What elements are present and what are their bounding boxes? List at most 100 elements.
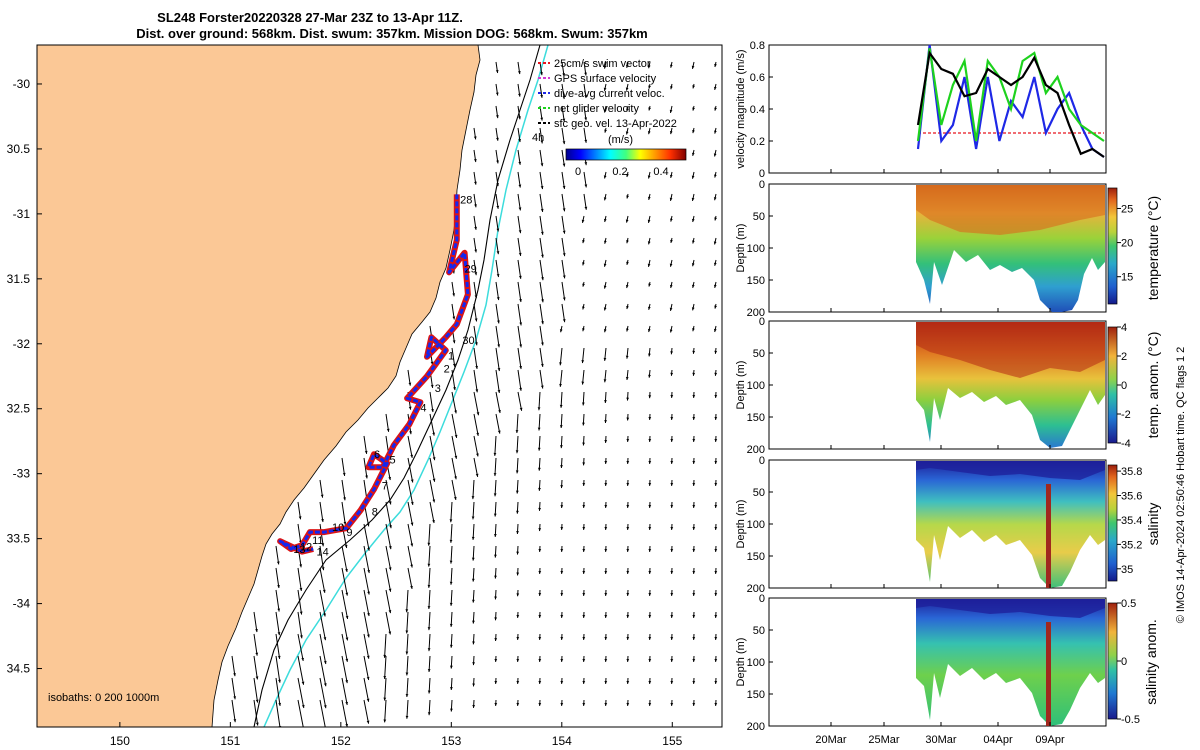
panel-ytick-label: 100: [747, 380, 765, 392]
day-label: 29: [465, 263, 477, 275]
salinity-flagged-profile: [1046, 484, 1051, 588]
time-tick-label: 04Apr: [983, 734, 1013, 746]
side-panels: 0 0.2 0.4 0.6 0.8 velocity magnitude (m/s) 0…: [735, 40, 1187, 746]
day-label: 6: [374, 449, 380, 461]
salinity-anomaly-ylabel: Depth (m): [735, 638, 747, 687]
panel-ytick-label: 200: [747, 721, 765, 733]
map-ytick-label: -30: [13, 77, 31, 91]
time-tick-label: 20Mar: [815, 734, 847, 746]
legend-label-2: dive-avg current veloc.: [554, 88, 665, 100]
panel-ytick-label: 0.4: [750, 104, 765, 116]
day-label: 1: [448, 350, 454, 362]
panel-ytick-label: 50: [753, 211, 765, 223]
cbar-tick-label: 35.8: [1121, 466, 1142, 478]
salinity-anomaly-flagged-profile: [1046, 622, 1051, 726]
map-xtick-label: 153: [441, 734, 461, 748]
day-label: 5: [389, 454, 395, 466]
map-xtick-label: 152: [331, 734, 351, 748]
panel-ytick-label: 0: [759, 316, 765, 328]
panel-ytick-label: 0: [759, 179, 765, 191]
panel-ytick-label: 100: [747, 657, 765, 669]
panel-ytick-label: 0.8: [750, 40, 765, 52]
salinity-colorbar-ticks: 35.835.635.435.235: [1117, 466, 1142, 576]
colorbar-title: (m/s): [608, 134, 633, 146]
day-label: 3: [435, 383, 441, 395]
current-vector-head: [302, 728, 305, 731]
map-ytick-label: 34.5: [7, 662, 31, 676]
cbar-tick-label: 20: [1121, 238, 1133, 250]
map-panel: 28293012345678910111213 14 150 151 152 153 15…: [7, 45, 722, 748]
day-label: 30: [462, 335, 474, 347]
panel-ytick-label: 0.6: [750, 72, 765, 84]
day-label: 7: [382, 480, 388, 492]
map-ytick-label: 32.5: [7, 402, 31, 416]
day-label: 13: [293, 544, 305, 556]
map-xtick-label: 150: [110, 734, 130, 748]
temp-anomaly-cbar-label: temp. anom. (°C): [1145, 332, 1161, 439]
figure: SL248 Forster20220328 27-Mar 23Z to 13-A…: [0, 0, 1200, 750]
cbar-tick-label: -2: [1121, 409, 1131, 421]
cbar-tick-label: 25: [1121, 203, 1133, 215]
panel-ytick-label: 50: [753, 625, 765, 637]
velocity-ylabel: velocity magnitude (m/s): [735, 49, 747, 168]
temperature-colorbar: [1108, 188, 1117, 304]
salinity-cbar-label: salinity: [1145, 503, 1161, 546]
day-label: 2: [444, 363, 450, 375]
temp-anomaly-ylabel: Depth (m): [735, 361, 747, 410]
temp-anomaly-colorbar-ticks: 420-2-4: [1117, 322, 1131, 450]
cbar-tick-label: 0: [1121, 656, 1127, 668]
cbar-tick-label: 15: [1121, 272, 1133, 284]
time-tick-label: 25Mar: [868, 734, 900, 746]
temperature-panel: 050100150200 Depth (m) 252015 temperatur…: [735, 179, 1161, 319]
day-label: 10: [332, 522, 344, 534]
panel-ytick-label: 150: [747, 275, 765, 287]
panel-ytick-label: 150: [747, 551, 765, 563]
day-label: 14: [317, 547, 329, 559]
panel-ytick-label: 100: [747, 519, 765, 531]
day-label: 11: [312, 535, 323, 547]
panel-ytick-label: 50: [753, 348, 765, 360]
cbar-tick-label: 35.6: [1121, 491, 1142, 503]
salinity-anomaly-colorbar: [1108, 603, 1117, 719]
colorbar-tick-0: 0: [575, 166, 581, 178]
colorbar-tick-1: 0.2: [612, 166, 627, 178]
temp-anomaly-colorbar: [1108, 327, 1117, 443]
copyright-footer: © IMOS 14-Apr-2024 02:50:46 Hobart time.…: [1175, 347, 1187, 624]
map-ytick-label: -32: [13, 337, 31, 351]
salinity-anomaly-colorbar-ticks: 0.5 0 -0.5: [1117, 598, 1140, 726]
cbar-tick-label: 2: [1121, 351, 1127, 363]
panel-ytick-label: 150: [747, 412, 765, 424]
current-vector-head: [278, 726, 281, 729]
panel-ytick-label: 0: [759, 593, 765, 605]
temp-anomaly-panel: 050100150200 Depth (m) 420-2-4 temp. ano…: [735, 316, 1161, 456]
cbar-tick-label: 4: [1121, 322, 1127, 334]
cbar-tick-label: 0.5: [1121, 598, 1136, 610]
map-ytick-label: 33.5: [7, 532, 31, 546]
salinity-anomaly-cbar-label: salinity anom.: [1143, 619, 1159, 705]
map-ytick-label: -34: [13, 597, 31, 611]
cbar-tick-label: 35: [1121, 564, 1133, 576]
map-ytick-label: -33: [13, 467, 31, 481]
speed-colorbar: [566, 149, 686, 160]
salinity-panel: 050100150200 Depth (m) 35.835.635.435.23…: [735, 455, 1161, 595]
cbar-tick-label: -4: [1121, 438, 1131, 450]
panel-ytick-label: 50: [753, 487, 765, 499]
legend-label-1: GPS surface velocity: [554, 73, 657, 85]
day-label: 8: [372, 506, 378, 518]
temperature-colorbar-ticks: 25 20 15: [1117, 203, 1133, 283]
salinity-colorbar: [1108, 465, 1117, 581]
legend-label-4: sfc geo. vel. 13-Apr-2022: [554, 118, 677, 130]
salinity-ylabel: Depth (m): [735, 500, 747, 549]
time-tick-label: 09Apr: [1035, 734, 1065, 746]
day-label: 4: [420, 402, 426, 414]
current-vector-head: [324, 727, 327, 730]
time-tick-label: 30Mar: [925, 734, 957, 746]
map-xtick-label: 155: [662, 734, 682, 748]
legend-4h: 4h: [532, 132, 544, 144]
legend-label-3: net glider velocity: [554, 103, 639, 115]
figure-title-line-1: SL248 Forster20220328 27-Mar 23Z to 13-A…: [157, 10, 463, 25]
map-ytick-label: 31.5: [7, 272, 31, 286]
panel-ytick-label: 0.2: [750, 136, 765, 148]
velocity-panel: 00.20.40.60.8 velocity magnitude (m/s): [735, 40, 1106, 180]
temperature-cbar-label: temperature (°C): [1145, 196, 1161, 300]
